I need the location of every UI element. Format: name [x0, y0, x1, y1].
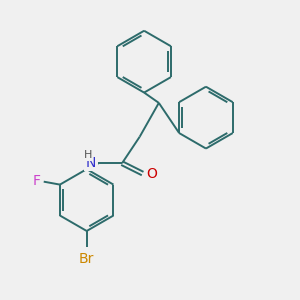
Text: N: N	[86, 156, 96, 170]
Text: O: O	[146, 167, 157, 181]
Text: N: N	[86, 156, 96, 170]
Text: H: H	[84, 150, 92, 160]
Text: O: O	[146, 167, 157, 181]
Text: H: H	[84, 150, 92, 160]
Text: Br: Br	[79, 253, 94, 266]
Text: F: F	[32, 174, 40, 188]
Text: F: F	[32, 174, 40, 188]
Text: Br: Br	[79, 253, 94, 266]
